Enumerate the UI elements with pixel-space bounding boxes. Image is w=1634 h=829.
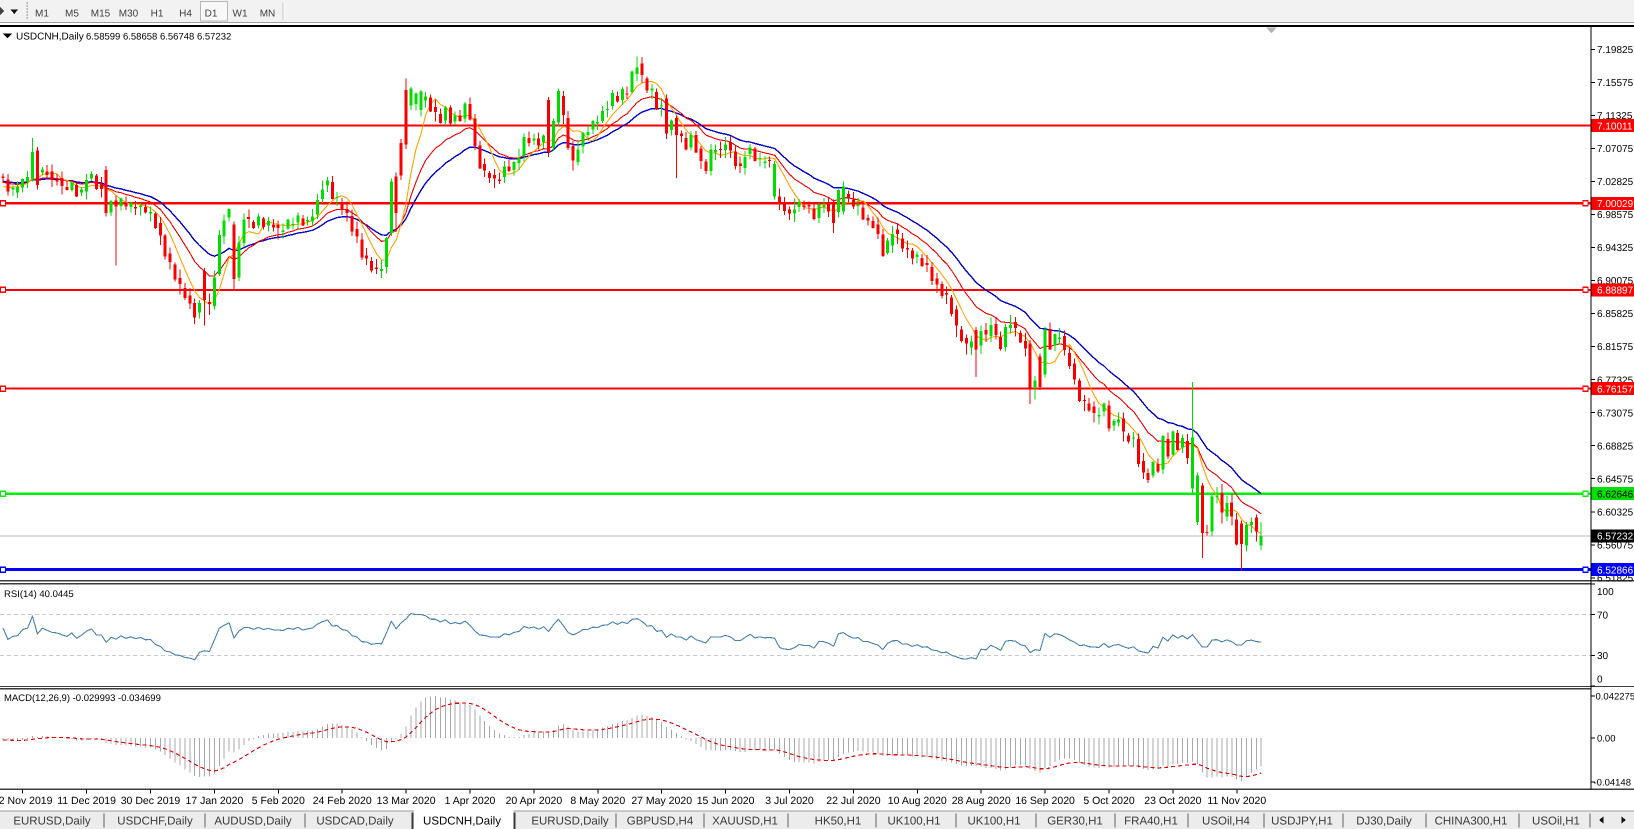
svg-text:10 Aug 2020: 10 Aug 2020 — [888, 795, 947, 807]
svg-text:6.62646: 6.62646 — [1597, 490, 1634, 501]
svg-text:M1: M1 — [35, 9, 49, 20]
svg-text:7.10011: 7.10011 — [1597, 122, 1633, 133]
svg-text:6.64575: 6.64575 — [1597, 474, 1634, 485]
svg-text:H1: H1 — [151, 9, 164, 20]
svg-text:USDCNH,Daily: USDCNH,Daily — [16, 32, 84, 43]
svg-text:100: 100 — [1597, 587, 1614, 598]
svg-text:USDJPY,H1: USDJPY,H1 — [1271, 816, 1333, 828]
svg-text:11 Dec 2019: 11 Dec 2019 — [57, 795, 116, 807]
svg-text:15 Jun 2020: 15 Jun 2020 — [697, 795, 755, 807]
svg-text:7.11325: 7.11325 — [1597, 111, 1633, 122]
svg-text:MN: MN — [260, 9, 276, 20]
svg-text:11 Nov 2020: 11 Nov 2020 — [1207, 795, 1266, 807]
svg-text:D1: D1 — [205, 9, 218, 20]
svg-text:MACD(12,26,9) -0.029993 -0.034: MACD(12,26,9) -0.029993 -0.034699 — [4, 693, 161, 704]
svg-text:6.58599 6.58658 6.56748 6.5723: 6.58599 6.58658 6.56748 6.57232 — [86, 32, 231, 43]
svg-text:M30: M30 — [119, 9, 139, 20]
svg-text:6.68825: 6.68825 — [1597, 441, 1634, 452]
svg-text:M5: M5 — [65, 9, 79, 20]
svg-text:8 May 2020: 8 May 2020 — [570, 795, 625, 807]
svg-text:EURUSD,Daily: EURUSD,Daily — [13, 816, 91, 828]
svg-text:CHINA300,H1: CHINA300,H1 — [1435, 816, 1508, 828]
svg-text:6.98575: 6.98575 — [1597, 210, 1634, 221]
svg-text:30: 30 — [1597, 651, 1609, 662]
svg-text:24 Feb 2020: 24 Feb 2020 — [313, 795, 372, 807]
svg-text:6.90075: 6.90075 — [1597, 276, 1634, 287]
svg-text:DJ30,Daily: DJ30,Daily — [1356, 816, 1412, 828]
svg-text:RSI(14) 40.0445: RSI(14) 40.0445 — [4, 589, 74, 600]
svg-text:22 Jul 2020: 22 Jul 2020 — [826, 795, 880, 807]
svg-text:23 Oct 2020: 23 Oct 2020 — [1144, 795, 1201, 807]
svg-text:6.88897: 6.88897 — [1597, 286, 1634, 297]
svg-text:6.73075: 6.73075 — [1597, 408, 1634, 419]
svg-text:HK50,H1: HK50,H1 — [815, 816, 862, 828]
svg-text:17 Jan 2020: 17 Jan 2020 — [185, 795, 243, 807]
svg-text:27 May 2020: 27 May 2020 — [631, 795, 692, 807]
svg-text:28 Aug 2020: 28 Aug 2020 — [952, 795, 1011, 807]
svg-text:7.15575: 7.15575 — [1597, 78, 1634, 89]
svg-text:USDCAD,Daily: USDCAD,Daily — [316, 816, 394, 828]
svg-text:13 Mar 2020: 13 Mar 2020 — [377, 795, 436, 807]
svg-text:3 Jul 2020: 3 Jul 2020 — [765, 795, 814, 807]
svg-text:XAUUSD,H1: XAUUSD,H1 — [712, 816, 778, 828]
svg-text:AUDUSD,Daily: AUDUSD,Daily — [214, 816, 292, 828]
svg-text:6.77325: 6.77325 — [1597, 375, 1634, 386]
svg-text:UK100,H1: UK100,H1 — [887, 816, 940, 828]
svg-text:1 Apr 2020: 1 Apr 2020 — [445, 795, 496, 807]
svg-text:6.76157: 6.76157 — [1597, 385, 1634, 396]
svg-text:USOil,H4: USOil,H4 — [1202, 816, 1251, 828]
svg-text:6.56075: 6.56075 — [1597, 540, 1634, 551]
svg-text:7.00029: 7.00029 — [1597, 199, 1634, 210]
svg-text:0: 0 — [1597, 675, 1603, 686]
svg-text:6.57232: 6.57232 — [1597, 532, 1634, 543]
svg-text:USOil,H1: USOil,H1 — [1532, 816, 1580, 828]
svg-text:6.94325: 6.94325 — [1597, 243, 1634, 254]
svg-text:16 Sep 2020: 16 Sep 2020 — [1015, 795, 1075, 807]
svg-text:0.00: 0.00 — [1597, 734, 1616, 745]
svg-text:20 Apr 2020: 20 Apr 2020 — [506, 795, 563, 807]
svg-text:5 Feb 2020: 5 Feb 2020 — [252, 795, 305, 807]
svg-text:UK100,H1: UK100,H1 — [967, 816, 1020, 828]
svg-text:7.19825: 7.19825 — [1597, 45, 1634, 56]
svg-text:-0.04148: -0.04148 — [1594, 778, 1632, 789]
svg-text:7.02825: 7.02825 — [1597, 177, 1634, 188]
svg-text:30 Dec 2019: 30 Dec 2019 — [121, 795, 181, 807]
svg-text:6.81575: 6.81575 — [1597, 342, 1634, 353]
svg-text:GBPUSD,H4: GBPUSD,H4 — [627, 816, 694, 828]
svg-text:USDCHF,Daily: USDCHF,Daily — [117, 816, 193, 828]
svg-text:70: 70 — [1597, 610, 1609, 621]
svg-text:6.85825: 6.85825 — [1597, 309, 1634, 320]
svg-text:EURUSD,Daily: EURUSD,Daily — [531, 816, 609, 828]
svg-text:7.07075: 7.07075 — [1597, 144, 1634, 155]
svg-text:6.60325: 6.60325 — [1597, 507, 1634, 518]
svg-text:H4: H4 — [179, 9, 192, 20]
svg-text:GER30,H1: GER30,H1 — [1047, 816, 1103, 828]
svg-text:0.042275: 0.042275 — [1596, 692, 1634, 703]
svg-text:6.52866: 6.52866 — [1597, 566, 1634, 577]
svg-text:M15: M15 — [91, 9, 111, 20]
svg-text:5 Oct 2020: 5 Oct 2020 — [1083, 795, 1135, 807]
svg-text:USDCNH,Daily: USDCNH,Daily — [423, 816, 501, 828]
svg-text:W1: W1 — [233, 9, 248, 20]
svg-text:22 Nov 2019: 22 Nov 2019 — [0, 795, 53, 807]
svg-text:6.51825: 6.51825 — [1597, 573, 1634, 584]
svg-text:FRA40,H1: FRA40,H1 — [1124, 816, 1178, 828]
